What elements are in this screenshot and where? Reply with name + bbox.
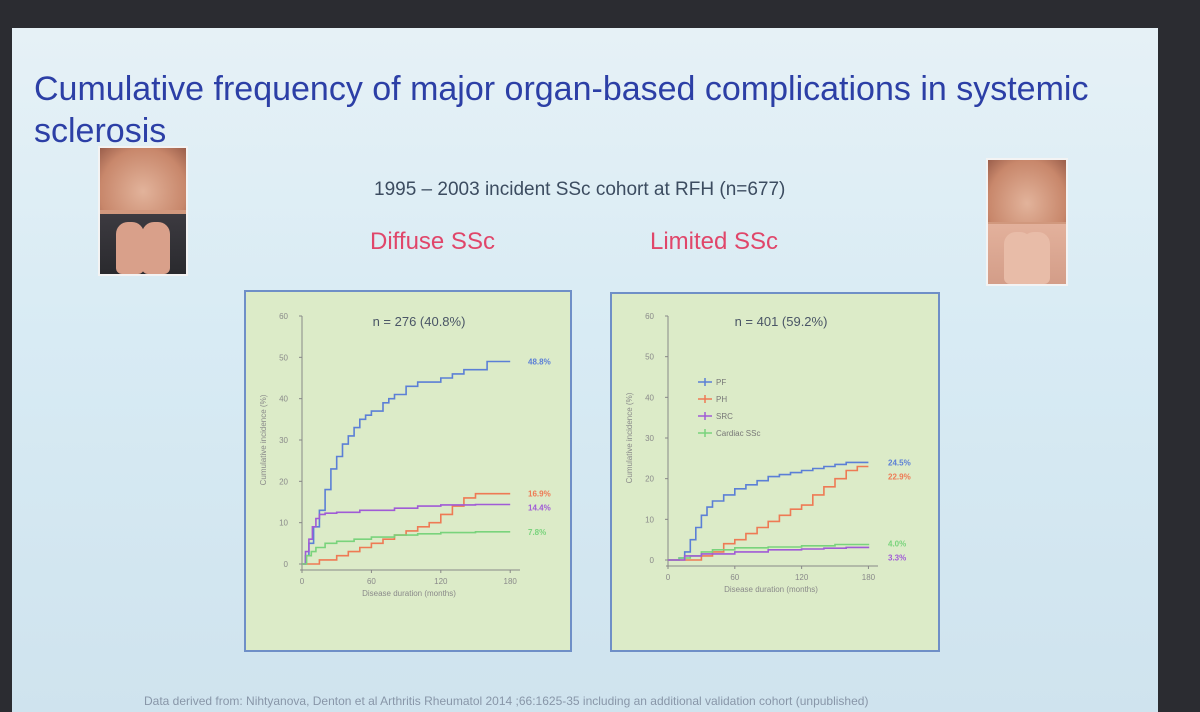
series-line-src [668,546,870,561]
x-tick-label: 180 [862,573,876,582]
legend-label: PF [716,378,726,387]
y-tick-label: 40 [279,395,288,404]
y-tick-label: 60 [279,312,288,321]
x-tick-label: 180 [504,577,518,586]
y-tick-label: 60 [645,312,654,321]
y-tick-label: 0 [650,556,655,565]
y-tick-label: 20 [279,477,288,486]
patient-photo-limited [986,158,1068,286]
y-axis-label: Cumulative incidence (%) [625,392,634,483]
chart-title: n = 401 (59.2%) [735,314,828,329]
x-tick-label: 60 [730,573,739,582]
legend-label: PH [716,395,727,404]
y-tick-label: 50 [645,353,654,362]
y-tick-label: 30 [645,434,654,443]
series-line-cardiac [668,543,870,561]
hands-photo [100,214,186,274]
end-label-src: 3.3% [888,554,906,563]
series-line-cardiac [302,531,511,565]
chart-panel-limited: n = 401 (59.2%) 0 10 20 30 40 50 60 0 60 120 180 Dis… [610,292,940,652]
y-tick-label: 50 [279,353,288,362]
x-tick-label: 120 [434,577,448,586]
legend-label: Cardiac SSc [716,429,760,438]
y-tick-label: 20 [645,475,654,484]
end-label-pf: 48.8% [528,357,551,366]
hands-photo [988,224,1066,284]
end-label-ph: 22.9% [888,472,911,481]
series-line-pf [302,360,511,565]
x-axis-label: Disease duration (months) [362,589,456,598]
end-label-cardiac: 7.8% [528,528,546,537]
chart-diffuse: n = 276 (40.8%) 0 10 20 30 40 50 60 0 60 120 180 Dis… [259,312,551,598]
y-axis-label: Cumulative incidence (%) [259,394,268,485]
source-footer: Data derived from: Nihtyanova, Denton et… [144,694,869,708]
patient-photo-diffuse [98,146,188,276]
slide: Cumulative frequency of major organ-base… [12,28,1158,712]
x-tick-label: 120 [795,573,809,582]
x-tick-label: 60 [367,577,376,586]
group-label-diffuse: Diffuse SSc [370,228,495,255]
legend-label: SRC [716,412,733,421]
x-axis-label: Disease duration (months) [724,585,818,594]
end-label-pf: 24.5% [888,458,911,467]
y-tick-label: 30 [279,436,288,445]
y-tick-label: 0 [284,560,289,569]
chart-title: n = 276 (40.8%) [373,314,466,329]
end-label-ph: 16.9% [528,490,551,499]
x-tick-label: 0 [300,577,305,586]
y-tick-label: 40 [645,393,654,402]
face-photo [100,148,186,210]
y-tick-label: 10 [645,515,654,524]
series-line-pf [668,461,869,561]
face-photo [988,160,1066,222]
chart-limited: n = 401 (59.2%) 0 10 20 30 40 50 60 0 60 120 180 Dis… [625,312,911,594]
y-tick-label: 10 [279,519,288,528]
end-label-cardiac: 4.0% [888,540,906,549]
slide-title: Cumulative frequency of major organ-base… [34,70,1089,150]
series-line-src [302,503,511,565]
end-label-src: 14.4% [528,504,551,513]
x-tick-label: 0 [666,573,671,582]
group-label-limited: Limited SSc [650,228,779,255]
cohort-subtitle: 1995 – 2003 incident SSc cohort at RFH (… [374,179,786,200]
chart-panel-diffuse: n = 276 (40.8%) 0 10 20 30 40 50 60 0 60 120 180 Dis… [244,290,572,652]
series-line-ph [668,465,869,561]
